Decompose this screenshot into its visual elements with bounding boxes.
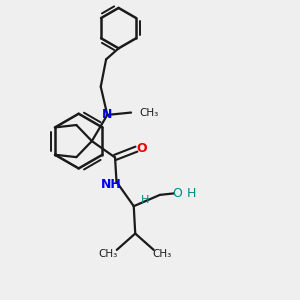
Text: O: O [136,142,147,155]
Text: CH₃: CH₃ [152,249,172,259]
Text: CH₃: CH₃ [140,108,159,118]
Text: NH: NH [101,178,122,191]
Text: H: H [187,187,196,200]
Text: CH₃: CH₃ [99,249,118,259]
Text: N: N [102,108,112,122]
Text: H: H [141,195,150,205]
Text: O: O [172,187,182,200]
